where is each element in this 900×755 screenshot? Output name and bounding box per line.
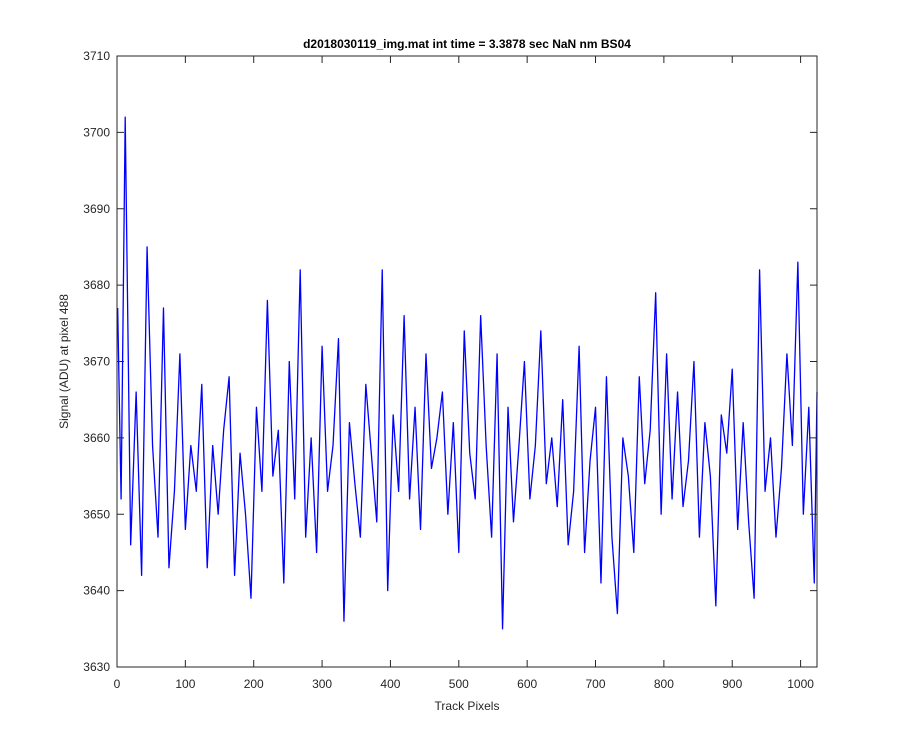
- x-tick-label-700: 700: [586, 677, 606, 691]
- y-tick-label-3700: 3700: [83, 125, 110, 139]
- x-tick-label-600: 600: [517, 677, 537, 691]
- y-axis-label: Signal (ADU) at pixel 488: [57, 294, 71, 429]
- x-tick-label-800: 800: [654, 677, 674, 691]
- x-tick-label-100: 100: [175, 677, 195, 691]
- axes-box: [116, 55, 818, 668]
- y-tick-label-3690: 3690: [83, 202, 110, 216]
- x-tick-label-0: 0: [114, 677, 121, 691]
- y-tick-label-3710: 3710: [83, 49, 110, 63]
- x-tick-label-500: 500: [449, 677, 469, 691]
- x-tick-label-1000: 1000: [787, 677, 814, 691]
- y-tick-label-3650: 3650: [83, 507, 110, 521]
- x-tick-label-200: 200: [244, 677, 264, 691]
- chart-title: d2018030119_img.mat int time = 3.3878 se…: [303, 37, 631, 51]
- x-tick-label-900: 900: [722, 677, 742, 691]
- x-tick-label-400: 400: [380, 677, 400, 691]
- x-tick-label-300: 300: [312, 677, 332, 691]
- y-tick-label-3670: 3670: [83, 355, 110, 369]
- x-ticks-layer: 0 100 200 300 400 500 600 700 800 900 1000: [114, 56, 814, 691]
- y-tick-label-3680: 3680: [83, 278, 110, 292]
- series-layer: [117, 116, 818, 630]
- series-line-0: [117, 116, 818, 630]
- y-ticks-layer: 3630 3640 3650 3660 3670 3680 3690 3700 3710: [83, 49, 817, 674]
- y-tick-label-3660: 3660: [83, 431, 110, 445]
- x-axis-label: Track Pixels: [435, 699, 500, 713]
- plot-area-background: [117, 56, 817, 667]
- y-tick-label-3630: 3630: [83, 660, 110, 674]
- y-tick-label-3640: 3640: [83, 584, 110, 598]
